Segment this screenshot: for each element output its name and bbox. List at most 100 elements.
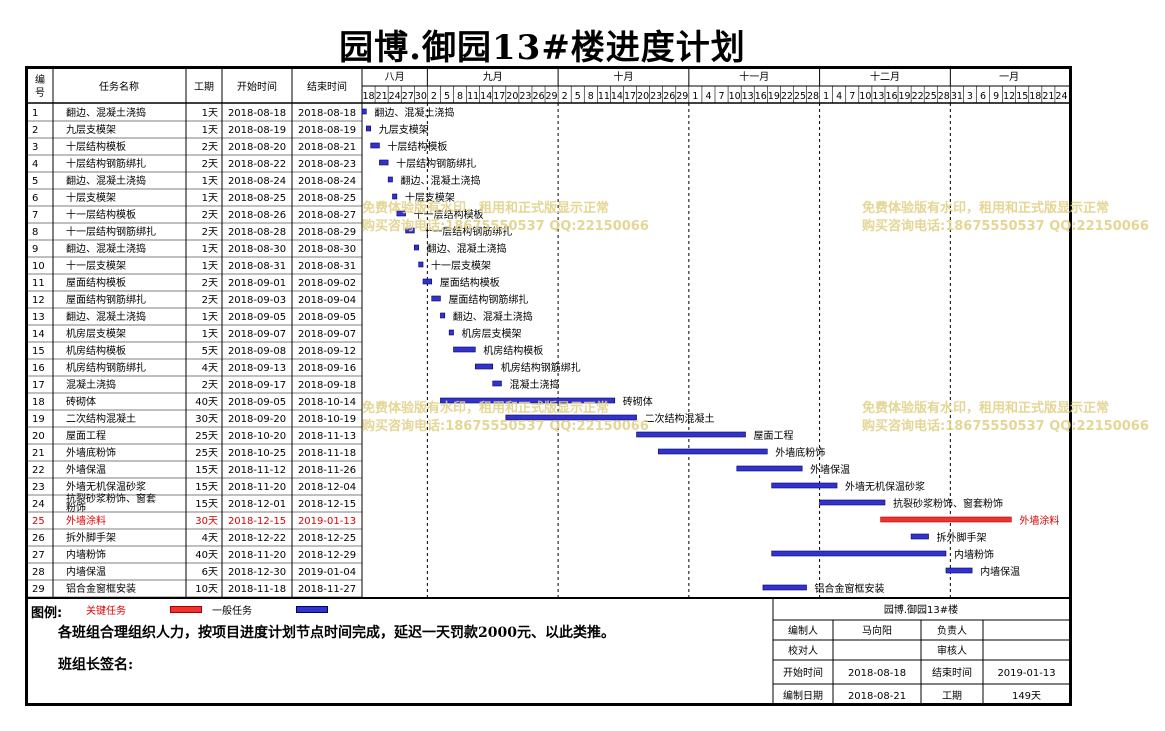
task-start: 2018-08-22	[228, 159, 286, 170]
day-tick-label: 16	[885, 91, 897, 102]
legend-normal-swatch	[296, 606, 328, 613]
day-tick-label: 1	[823, 91, 829, 102]
task-bar-label: 铝合金窗框安装	[815, 582, 885, 595]
task-end: 2018-10-14	[298, 397, 356, 408]
task-start: 2018-08-24	[228, 176, 286, 187]
task-end: 2018-11-26	[298, 465, 356, 476]
task-bar-label: 翻边、混凝土浇捣	[453, 310, 533, 323]
task-bar	[440, 397, 616, 404]
day-tick-label: 17	[493, 91, 505, 102]
task-duration: 2天	[202, 295, 218, 306]
legend-normal-label: 一般任务	[212, 606, 252, 617]
day-tick-label: 21	[376, 91, 388, 102]
task-start: 2018-12-22	[228, 533, 286, 544]
day-tick-label: 23	[519, 91, 531, 102]
task-duration: 40天	[195, 397, 218, 408]
task-duration: 1天	[202, 125, 218, 136]
task-duration: 15天	[195, 499, 218, 510]
task-name: 拆外脚手架	[66, 531, 116, 544]
task-bar-label: 九层支模架	[379, 124, 429, 136]
watermark: 免费体验版有水印，租用和正式版显示正常 购买咨询电话:18675550537 QQ…	[362, 401, 649, 434]
task-duration: 2天	[202, 227, 218, 238]
day-tick-label: 21	[1042, 91, 1054, 102]
task-bar-label: 外墙涂料	[1019, 514, 1059, 527]
task-duration: 4天	[202, 363, 218, 374]
task-bar-label: 砖砌体	[623, 395, 653, 408]
watermark: 免费体验版有水印，租用和正式版显示正常 购买咨询电话:18675550537 QQ…	[362, 201, 649, 234]
task-start: 2018-12-15	[228, 516, 286, 527]
task-start: 2018-09-01	[228, 278, 286, 289]
task-id: 27	[32, 550, 45, 561]
task-start: 2018-12-01	[228, 499, 286, 510]
day-tick-label: 26	[532, 91, 544, 102]
day-tick-label: 9	[993, 91, 999, 102]
day-tick-label: 20	[637, 91, 649, 102]
task-bar-label: 十一层结构模板	[414, 208, 484, 221]
info-duration-label: 工期	[942, 690, 962, 702]
task-end: 2018-08-27	[298, 210, 356, 221]
task-end: 2019-01-04	[298, 567, 356, 578]
task-name: 外墙无机保温砂浆	[66, 480, 146, 493]
task-start: 2018-11-18	[228, 584, 286, 595]
header-id-top: 编	[35, 73, 45, 86]
info-project: 园博.御园13#楼	[884, 603, 958, 616]
day-tick-label: 11	[598, 91, 610, 102]
day-tick-label: 20	[506, 91, 518, 102]
task-name: 屋面工程	[66, 430, 106, 442]
task-duration: 30天	[195, 516, 218, 527]
task-end: 2018-09-16	[298, 363, 356, 374]
task-bar	[771, 550, 947, 557]
task-end: 2018-08-25	[298, 193, 356, 204]
task-bar	[418, 261, 424, 268]
task-bar-label: 机房结构模板	[483, 344, 543, 357]
task-bar	[819, 499, 886, 506]
task-id: 24	[32, 499, 45, 510]
task-id: 10	[32, 261, 45, 272]
task-id: 9	[32, 244, 38, 255]
task-bar	[387, 176, 393, 183]
task-id: 12	[32, 295, 45, 306]
task-start: 2018-08-31	[228, 261, 286, 272]
task-end: 2018-11-27	[298, 584, 356, 595]
task-name: 屋面结构模板	[66, 276, 126, 289]
day-tick-label: 28	[938, 91, 950, 102]
task-end: 2018-10-19	[298, 414, 356, 425]
task-bar-label: 机房层支模架	[462, 327, 522, 340]
task-end: 2018-08-19	[298, 125, 356, 136]
task-name: 砖砌体	[66, 395, 96, 408]
task-bar-label: 机房结构钢筋绑扎	[501, 361, 581, 374]
day-tick-label: 24	[389, 91, 401, 102]
task-duration: 15天	[195, 482, 218, 493]
task-duration: 2天	[202, 380, 218, 391]
task-duration: 5天	[202, 346, 218, 357]
task-name: 十一层支模架	[66, 259, 126, 272]
task-id: 5	[32, 176, 38, 187]
task-bar	[475, 363, 494, 370]
day-tick-label: 29	[546, 91, 558, 102]
header-end: 结束时间	[307, 80, 347, 93]
task-bar-label: 混凝土浇捣	[509, 378, 559, 391]
watermark: 免费体验版有水印，租用和正式版显示正常 购买咨询电话:18675550537 QQ…	[862, 401, 1149, 434]
task-name: 十层支模架	[66, 191, 116, 204]
day-tick-label: 7	[719, 91, 725, 102]
info-start: 2018-08-18	[848, 668, 906, 679]
task-duration: 2天	[202, 159, 218, 170]
day-tick-label: 5	[444, 91, 450, 102]
month-label: 八月	[385, 71, 405, 83]
task-bar-label: 二次结构混凝土	[645, 412, 715, 425]
task-bar	[379, 159, 389, 166]
task-name-cont: 粉饰	[66, 501, 86, 514]
task-bar-label: 十层结构钢筋绑扎	[396, 157, 476, 170]
task-id: 19	[32, 414, 45, 425]
header-duration: 工期	[194, 81, 214, 93]
task-id: 21	[32, 448, 45, 459]
task-id: 26	[32, 533, 45, 544]
task-bar	[492, 380, 502, 387]
task-bar	[431, 295, 441, 302]
task-start: 2018-09-07	[228, 329, 286, 340]
day-tick-label: 22	[912, 91, 924, 102]
task-end: 2018-08-31	[298, 261, 356, 272]
task-name: 翻边、混凝土浇捣	[66, 174, 146, 187]
task-duration: 30天	[195, 414, 218, 425]
task-name: 十一层结构钢筋绑扎	[66, 225, 156, 238]
